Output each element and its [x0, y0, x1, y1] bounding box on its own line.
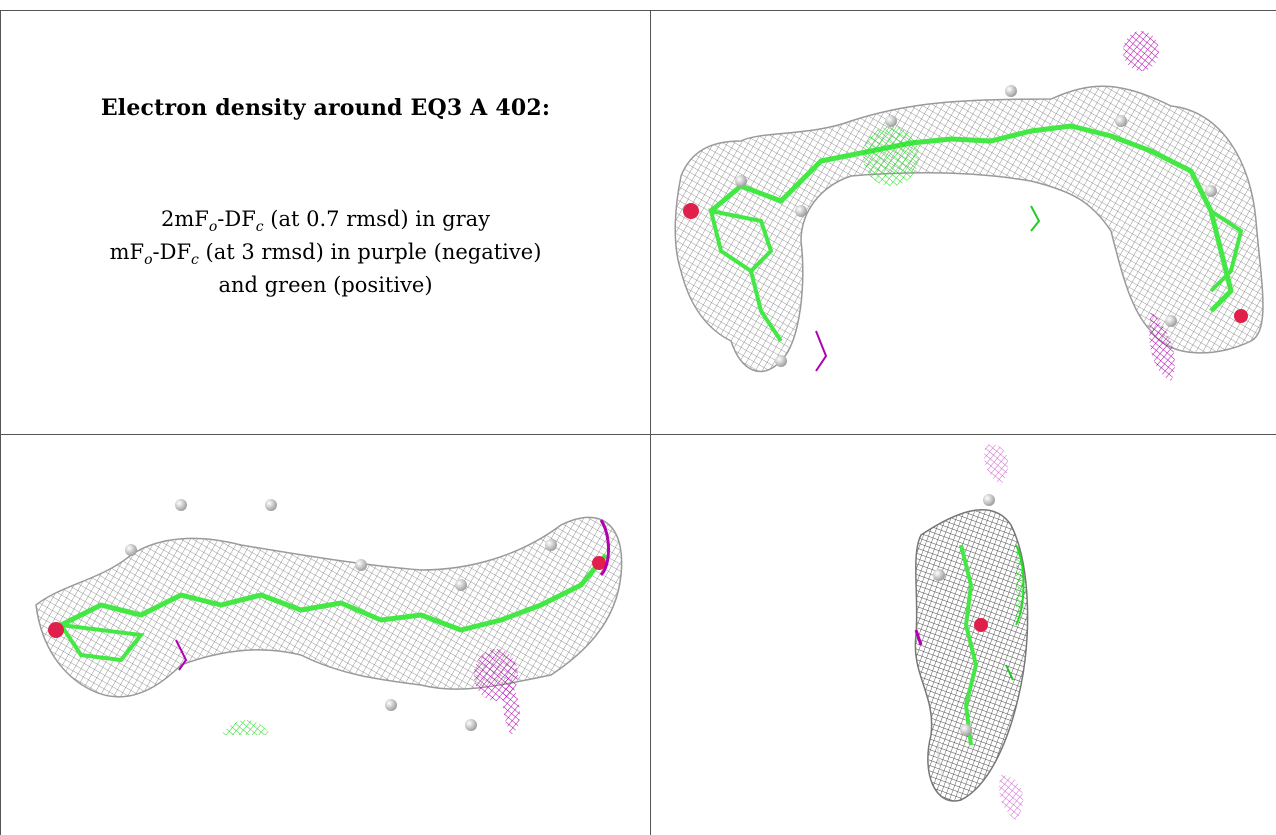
ligand-model [59, 553, 608, 633]
negative-density-blob [1123, 31, 1159, 71]
ligand-ring-right [1209, 209, 1244, 293]
positive-density-fragment [1005, 664, 1014, 681]
positive-density-blob [1015, 544, 1025, 626]
oxygen-left [48, 622, 64, 638]
oxygen-right [1234, 309, 1248, 323]
ligand-ring-left [708, 208, 783, 343]
legend-line-positive: and green (positive) [218, 273, 433, 298]
grid-border-middle [0, 434, 1276, 435]
grid-border-center [650, 10, 651, 835]
density-render-bottom-right [914, 444, 1029, 820]
oxygen [974, 618, 988, 632]
atoms [933, 494, 995, 736]
legend-line-difference: mFo-DFc (at 3 rmsd) in purple (negative) [109, 240, 542, 269]
negative-density-blob [984, 444, 1009, 485]
gray-mesh-ghost [937, 735, 961, 795]
ligand-ring-left [56, 622, 145, 663]
negative-density-blob-2 [1149, 311, 1175, 381]
legend-line-gray: 2mFo-DFc (at 0.7 rmsd) in gray [160, 207, 491, 236]
view-bottom-left [1, 435, 650, 835]
oxygen-left [683, 203, 699, 219]
positive-density-blob [863, 126, 919, 186]
view-top-right [651, 11, 1276, 434]
negative-density-fragment-2 [175, 639, 188, 671]
positive-density-blob [221, 720, 271, 735]
density-render-bottom-left [35, 499, 623, 735]
view-bottom-right [651, 435, 1276, 835]
grid-border-top [0, 10, 1276, 11]
caption: Electron density around EQ3 A 402: 2mFo-… [1, 95, 650, 298]
gray-mesh [674, 85, 1264, 372]
oxygen-right [592, 556, 606, 570]
negative-density-blob-2 [999, 775, 1024, 820]
atoms [125, 499, 557, 731]
negative-density-blob-2 [502, 675, 521, 735]
grid-border-left [0, 10, 1, 835]
positive-density-fragment [1030, 205, 1041, 232]
ligand-model [959, 544, 978, 746]
gray-mesh [914, 508, 1029, 802]
caption-legend: 2mFo-DFc (at 0.7 rmsd) in gray mFo-DFc (… [1, 207, 650, 298]
atoms [735, 85, 1217, 367]
negative-density-fragment [599, 519, 610, 577]
negative-density-fragment [914, 629, 923, 646]
negative-density-fragment [815, 330, 828, 372]
density-render-top-right [674, 31, 1264, 381]
caption-cell: Electron density around EQ3 A 402: 2mFo-… [1, 11, 650, 434]
caption-title: Electron density around EQ3 A 402: [100, 95, 551, 121]
ligand-model [709, 123, 1234, 313]
